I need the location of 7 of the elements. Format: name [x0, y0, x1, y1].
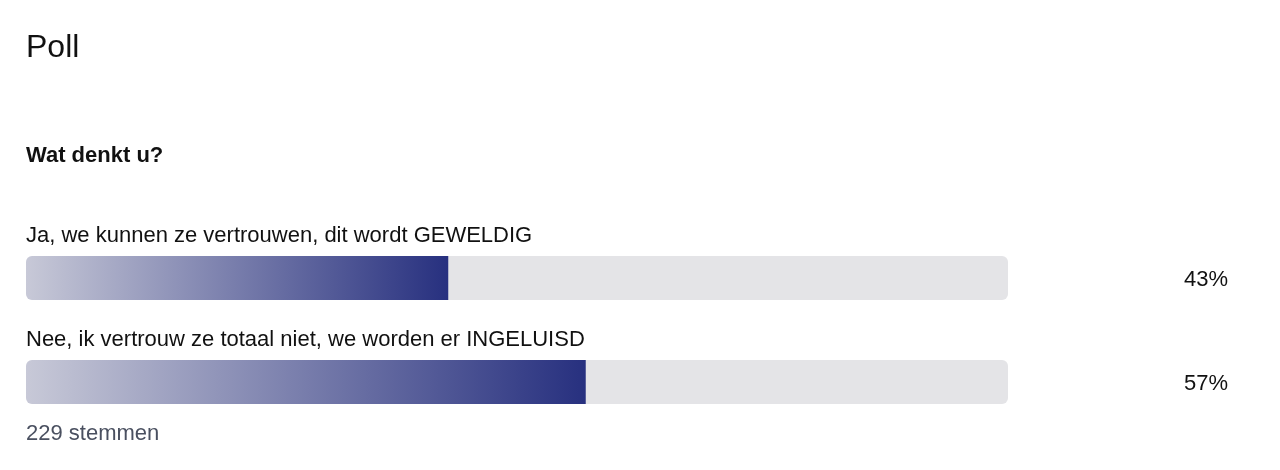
y-tick-label: Ja, we kunnen ze vertrouwen, dit wordt GEWELDIG — [26, 222, 533, 247]
chart-subtitle: Wat denkt u? — [26, 142, 164, 168]
y-tick-label: Nee, ik vertrouw ze totaal niet, we worden er INGELUISD — [26, 326, 585, 351]
chart-title: Poll — [26, 28, 80, 65]
text: 229 stemmen — [26, 420, 160, 446]
data-label: 57% — [1183, 370, 1228, 395]
data-label: 43% — [1183, 266, 1228, 291]
